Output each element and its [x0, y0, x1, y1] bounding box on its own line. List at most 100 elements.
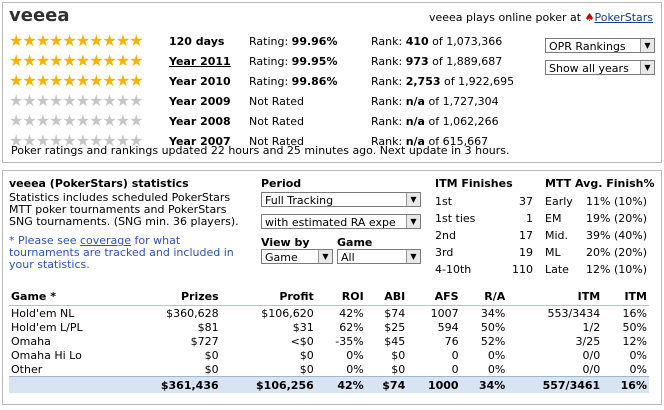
table-cell: $106,620: [261, 306, 314, 320]
star-icon: ★: [35, 71, 50, 90]
column-header[interactable]: R/A: [460, 288, 508, 306]
table-cell: 50%: [622, 320, 647, 334]
years-select[interactable]: Show all years ▼: [545, 60, 655, 75]
star-icon: ★: [49, 71, 63, 90]
rating-period: 120 days: [169, 35, 225, 48]
star-icon: ★: [75, 111, 90, 130]
rank-value: Rank: 973 of 1,889,687: [371, 55, 502, 68]
total-cell: 16%: [602, 376, 649, 393]
rank-number: 410: [405, 35, 429, 48]
star-icon: ★: [89, 91, 103, 110]
period-select[interactable]: Full Tracking ▼: [261, 192, 421, 207]
coverage-link[interactable]: coverage: [79, 234, 132, 247]
coverage-note: * Please see coverage for what: [9, 234, 180, 247]
rank-total: of 615,667: [428, 135, 489, 148]
star-icon: ★: [22, 91, 36, 110]
mtt-label: Mid.: [545, 229, 569, 242]
star-icon: ★: [62, 51, 76, 70]
star-icon: ★: [22, 51, 36, 70]
star-icon: ★: [9, 51, 23, 70]
table-cell: <$0: [290, 334, 314, 348]
star-rating: ★★★★★★★★★★: [9, 31, 143, 50]
rank-number: n/a: [405, 135, 425, 148]
coverage-note-2: tournaments are tracked and included in: [9, 246, 234, 259]
table-cell: 0/0: [582, 348, 601, 362]
table-cell: $0: [204, 362, 219, 376]
column-header[interactable]: Profit: [220, 288, 316, 306]
rating-value: Not Rated: [249, 135, 304, 148]
star-icon: ★: [75, 91, 90, 110]
game-select[interactable]: All ▼: [337, 249, 421, 264]
table-cell: $45: [384, 334, 406, 348]
itm-value: 17: [519, 229, 533, 242]
itm-label: 1st ties: [435, 212, 476, 225]
chevron-down-icon: ▼: [640, 61, 654, 74]
star-icon: ★: [35, 31, 50, 50]
opr-rankings-select[interactable]: OPR Rankings ▼: [545, 38, 655, 53]
rating-period[interactable]: Year 2011: [169, 55, 231, 68]
stats-desc-3: SNG tournaments. (SNG min. 36 players).: [9, 215, 239, 228]
pokerstars-link[interactable]: PokerStars: [594, 11, 653, 24]
mtt-row: ML 20% (20%): [545, 244, 647, 261]
ra-select[interactable]: with estimated RA expe ▼: [261, 214, 421, 229]
total-cell: 1000: [407, 376, 461, 393]
mtt-label: EM: [545, 212, 562, 225]
star-icon: ★: [115, 71, 130, 90]
statistics-panel: veeea (PokerStars) statistics Statistics…: [2, 170, 662, 405]
star-icon: ★: [22, 111, 36, 130]
table-cell: 0%: [629, 348, 647, 362]
column-header[interactable]: Prizes: [125, 288, 221, 306]
rank-number: 973: [405, 55, 429, 68]
star-icon: ★: [62, 111, 76, 130]
star-icon: ★: [89, 71, 103, 90]
table-cell: $0: [204, 348, 219, 362]
column-header[interactable]: ITM: [602, 288, 649, 306]
viewby-select[interactable]: Game ▼: [261, 249, 333, 264]
update-status: Poker ratings and rankings updated 22 ho…: [11, 144, 510, 157]
total-cell: [9, 376, 126, 393]
rank-total: of 1,889,687: [432, 55, 503, 68]
table-row: Omaha Hi Lo $0 $0 0% $0 0 0% 0/0 0%: [9, 348, 649, 362]
table-cell: $0: [299, 362, 314, 376]
star-icon: ★: [49, 91, 63, 110]
table-cell: 0: [451, 362, 459, 376]
rank-label: Rank:: [371, 35, 403, 48]
rank-value: Rank: 2,753 of 1,922,695: [371, 75, 514, 88]
mtt-label: Early: [545, 195, 573, 208]
column-header[interactable]: Game *: [9, 288, 126, 306]
mtt-title: MTT Avg. Finish%: [545, 177, 655, 190]
star-icon: ★: [22, 71, 36, 90]
itm-row: 4-10th 110: [435, 261, 533, 278]
star-icon: ★: [75, 131, 90, 150]
star-icon: ★: [115, 131, 130, 150]
coverage-note-post: for what: [131, 234, 181, 247]
table-cell: $31: [292, 320, 314, 334]
itm-row: 1st ties 1: [435, 210, 533, 227]
star-icon: ★: [89, 131, 103, 150]
game-value: All: [341, 251, 355, 264]
table-cell: 12%: [622, 334, 647, 348]
star-icon: ★: [115, 51, 130, 70]
viewby-value: Game: [265, 251, 298, 264]
column-header[interactable]: ROI: [315, 288, 366, 306]
star-icon: ★: [129, 31, 143, 50]
star-icon: ★: [115, 111, 130, 130]
star-icon: ★: [62, 91, 76, 110]
rating-value: Rating: 99.96%: [249, 35, 338, 48]
table-cell: $727: [190, 334, 219, 348]
rating-value: Rating: 99.86%: [249, 75, 338, 88]
column-header[interactable]: ABI: [365, 288, 408, 306]
table-cell: 50%: [480, 320, 506, 334]
stats-title: veeea (PokerStars) statistics: [9, 177, 189, 190]
column-header[interactable]: AFS: [407, 288, 461, 306]
star-icon: ★: [75, 51, 90, 70]
star-icon: ★: [35, 111, 50, 130]
table-row: Other $0 $0 0% $0 0 0% 0/0 0%: [9, 362, 649, 377]
rating-label: Rating:: [249, 75, 289, 88]
mtt-value: 19% (20%): [586, 212, 647, 225]
column-header[interactable]: ITM: [507, 288, 603, 306]
rating-row: ★★★★★★★★★★ Year 2009 Not Rated Rank: n/a of…: [9, 93, 649, 113]
star-icon: ★: [129, 111, 143, 130]
table-cell: $25: [384, 320, 406, 334]
rating-period: Year 2007: [169, 135, 231, 148]
